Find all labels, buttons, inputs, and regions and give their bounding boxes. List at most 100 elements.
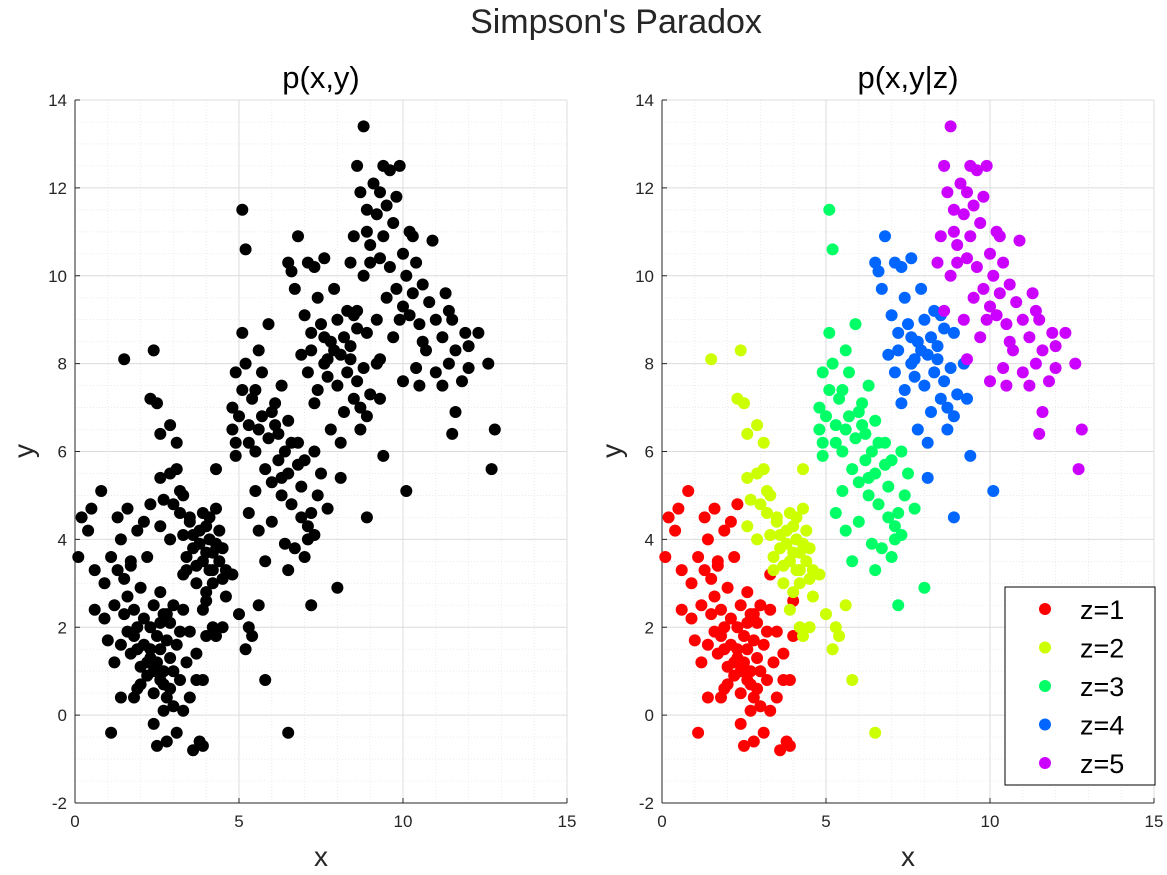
scatter-point <box>144 643 157 656</box>
scatter-point <box>242 436 255 449</box>
scatter-point <box>196 603 209 616</box>
scatter-point-z1 <box>744 678 757 691</box>
scatter-point <box>196 739 209 752</box>
scatter-point-z5 <box>967 199 980 212</box>
scatter-point <box>295 480 308 493</box>
scatter-point-z5 <box>1049 362 1062 374</box>
scatter-point-z3 <box>823 326 836 339</box>
scatter-point-z5 <box>1023 331 1036 344</box>
scatter-point <box>331 313 344 326</box>
scatter-point <box>180 656 193 669</box>
scatter-point-z2 <box>751 533 764 546</box>
scatter-point <box>344 256 357 269</box>
scatter-point <box>380 291 393 304</box>
scatter-point-z1 <box>764 603 777 616</box>
scatter-point-z1 <box>770 625 783 638</box>
scatter-point-z3 <box>816 436 829 449</box>
scatter-point <box>295 511 308 524</box>
scatter-point <box>282 414 295 427</box>
scatter-point-z2 <box>780 524 793 537</box>
scatter-point <box>151 630 163 642</box>
y-tick-label: 0 <box>58 706 67 725</box>
scatter-point <box>308 529 321 541</box>
scatter-point-z5 <box>951 239 964 251</box>
scatter-point-z4 <box>964 449 977 462</box>
scatter-point-z5 <box>967 291 980 304</box>
scatter-point <box>482 357 495 370</box>
scatter-point <box>154 471 167 484</box>
legend-marker-z1 <box>1039 603 1051 615</box>
scatter-point <box>118 572 131 585</box>
scatter-point-z1 <box>734 717 747 730</box>
scatter-point <box>252 599 265 612</box>
scatter-point <box>413 318 426 331</box>
scatter-point-z2 <box>757 463 770 476</box>
scatter-point <box>200 546 213 559</box>
scatter-point <box>357 269 370 282</box>
scatter-point-z3 <box>829 436 842 449</box>
scatter-point-z2 <box>793 577 806 590</box>
scatter-point <box>190 577 203 590</box>
scatter-point <box>423 296 436 309</box>
scatter-point-z4 <box>905 331 918 344</box>
y-tick-label: -2 <box>52 794 67 813</box>
scatter-point-z3 <box>843 366 855 379</box>
scatter-point-z2 <box>754 498 767 511</box>
scatter-point-z3 <box>902 467 914 480</box>
scatter-point-z2 <box>846 674 859 686</box>
scatter-point <box>298 309 311 322</box>
scatter-point <box>167 665 180 678</box>
scatter-point <box>239 243 252 256</box>
scatter-point <box>151 739 163 752</box>
scatter-point-z4 <box>938 375 951 388</box>
scatter-point-z1 <box>741 643 754 656</box>
scatter-point <box>111 564 124 577</box>
scatter-point <box>134 581 147 594</box>
scatter-point <box>154 586 167 599</box>
y-tick-label: 14 <box>635 91 654 110</box>
scatter-point <box>177 704 190 717</box>
scatter-point-z3 <box>862 379 875 392</box>
scatter-point-z1 <box>685 577 698 590</box>
scatter-point-z2 <box>751 419 764 432</box>
scatter-point-z5 <box>987 269 1000 282</box>
scatter-point <box>131 621 144 634</box>
scatter-point-z1 <box>747 735 760 748</box>
scatter-point <box>449 344 462 357</box>
x-tick-label: 15 <box>1145 812 1164 831</box>
scatter-point <box>400 269 413 282</box>
scatter-point <box>200 586 213 599</box>
scatter-point <box>236 203 249 216</box>
scatter-point-z3 <box>849 318 862 331</box>
scatter-point <box>308 445 321 458</box>
scatter-point <box>206 564 219 577</box>
scatter-point-z3 <box>872 436 885 449</box>
scatter-point-z1 <box>705 572 718 585</box>
scatter-point <box>196 674 209 686</box>
scatter-point <box>213 524 226 537</box>
scatter-point-z3 <box>816 449 829 462</box>
scatter-point-z5 <box>944 120 957 133</box>
scatter-point-z5 <box>984 247 996 260</box>
scatter-point-z2 <box>803 621 816 634</box>
scatter-point-z4 <box>947 511 960 524</box>
scatter-point-z3 <box>862 489 875 502</box>
scatter-point <box>216 621 229 634</box>
scatter-point <box>374 392 386 405</box>
scatter-point <box>429 366 442 379</box>
axes-joint-title: p(x,y) <box>282 60 360 95</box>
scatter-point <box>85 502 98 515</box>
scatter-point-z5 <box>970 261 983 273</box>
scatter-point-z4 <box>888 366 901 379</box>
scatter-point <box>393 159 406 172</box>
scatter-point <box>256 366 268 379</box>
scatter-point <box>272 454 285 467</box>
scatter-point-z2 <box>797 630 809 642</box>
scatter-point-z2 <box>767 551 780 563</box>
scatter-point <box>124 555 137 568</box>
points-joint <box>72 120 501 757</box>
scatter-point <box>324 423 337 436</box>
scatter-point-z1 <box>695 599 708 612</box>
scatter-point-z3 <box>852 406 865 418</box>
